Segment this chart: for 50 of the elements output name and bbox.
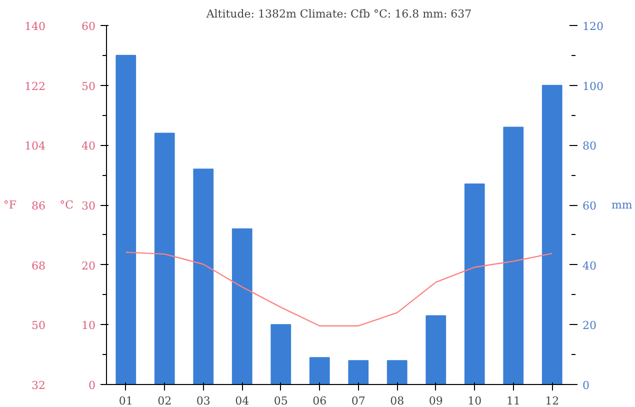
bar [193,168,214,384]
y2-tick-label: 40 [582,259,596,272]
y2-tick-label: 100 [582,80,604,93]
y2-tick-label: 80 [582,140,596,153]
x-tick-label: 06 [312,394,327,407]
bar [116,54,136,384]
x-tick-label: 10 [468,394,482,407]
y-tick-label: 10 [82,319,96,332]
chart-title: Altitude: 1382m Climate: Cfb °C: 16.8 mm: 637 [205,8,472,20]
bar [426,315,446,384]
x-tick-label: 05 [274,394,288,407]
x-tick-label: 11 [506,394,520,407]
y3-tick-label: 104 [24,140,46,153]
y-tick-label: 20 [82,259,96,272]
y2-tick-label: 60 [582,200,596,212]
bar [464,184,485,384]
x-tick-label: 03 [196,394,210,407]
line-series [125,252,553,326]
bar [309,357,330,384]
y-tick-label: 40 [82,140,96,153]
y2-tick-label: 20 [582,319,596,332]
x-tick-label: 07 [351,394,366,407]
y-axis-title: °C [60,198,74,212]
bar [386,360,408,384]
bar [154,132,175,384]
y-tick-label: 0 [88,379,96,392]
bar [348,360,369,384]
y-tick-label: 50 [82,80,96,93]
y3-tick-label: 140 [24,20,46,33]
x-tick-label: 04 [235,394,250,407]
y2-tick-label: 120 [582,20,604,33]
y3-tick-label: 32 [32,379,46,392]
y3-tick-label: 68 [32,259,46,272]
bar [270,324,292,384]
x-tick-label: 12 [545,394,560,407]
y-tick-label: 30 [82,200,96,212]
bar [542,84,562,384]
x-tick-label: 02 [158,394,172,407]
bar [232,228,252,384]
y2-tick-label: 0 [582,379,590,392]
x-tick-label: 09 [428,394,443,407]
y3-tick-label: 50 [32,319,46,332]
x-tick-label: 08 [390,394,404,407]
y3-tick-label: 86 [32,200,46,212]
y2-axis-title: mm [611,198,633,212]
y3-tick-label: 122 [24,80,46,93]
x-tick-label: 01 [118,394,133,407]
y-tick-label: 60 [82,20,96,33]
bar [503,126,524,384]
y3-axis-title: °F [3,198,17,212]
